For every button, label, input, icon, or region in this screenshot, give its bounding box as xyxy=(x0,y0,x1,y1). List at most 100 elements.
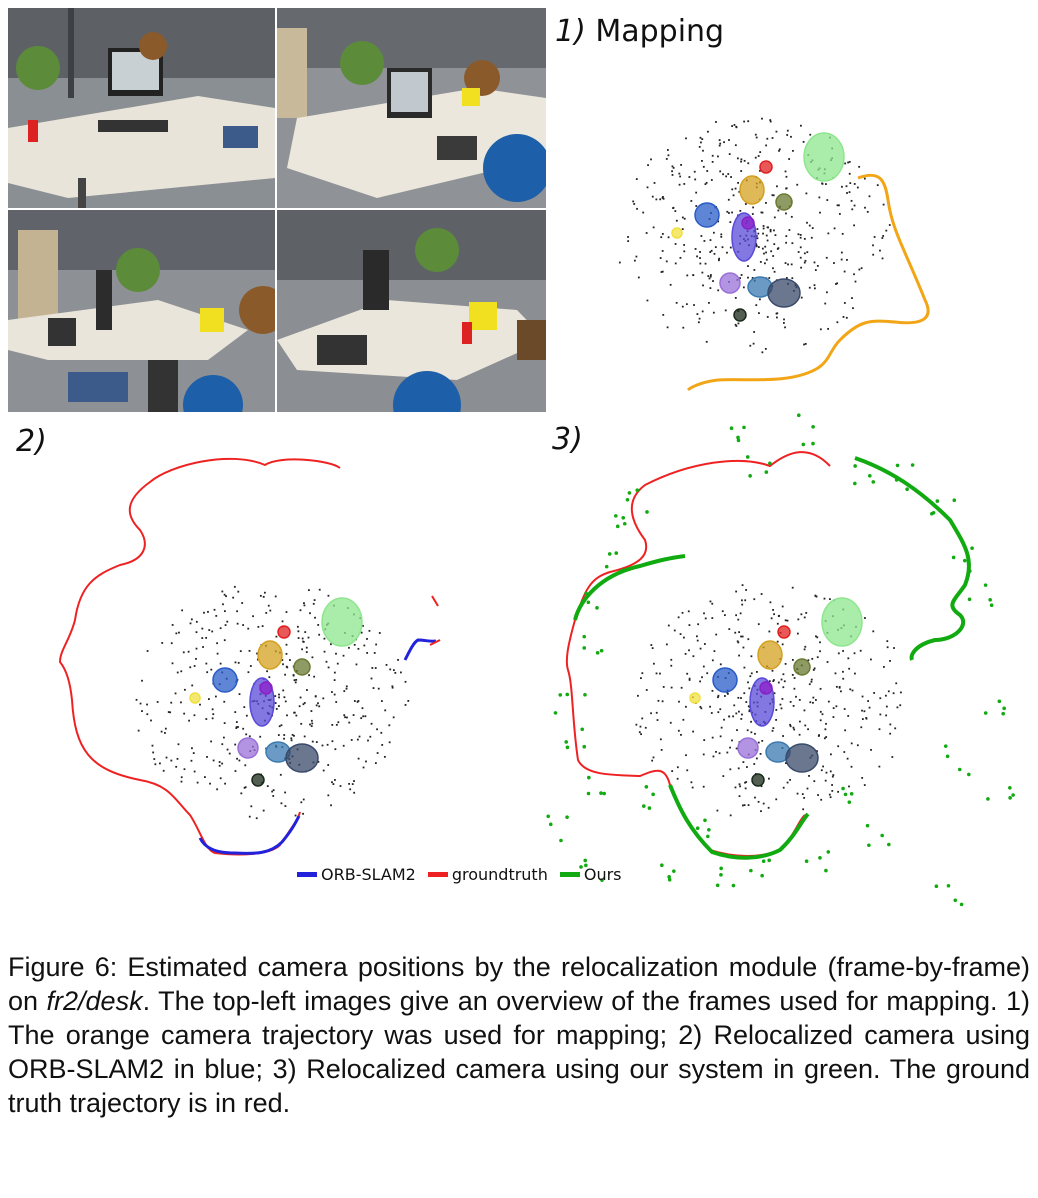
map-point xyxy=(178,631,180,634)
map-point xyxy=(283,696,286,699)
map-point xyxy=(380,700,383,702)
map-point xyxy=(285,652,288,655)
map-point xyxy=(696,635,698,638)
map-point xyxy=(671,174,674,176)
map-point xyxy=(339,785,342,787)
map-point xyxy=(303,604,306,607)
ours-point xyxy=(582,634,587,639)
map-point xyxy=(335,652,337,655)
map-point xyxy=(710,712,713,714)
ours-point xyxy=(853,481,857,486)
map-point xyxy=(786,129,789,132)
map-point xyxy=(727,173,730,175)
ours-point xyxy=(952,498,957,502)
map-point xyxy=(745,701,748,703)
map-point xyxy=(734,631,737,634)
map-point xyxy=(769,601,772,604)
map-point xyxy=(295,678,298,681)
blue-ellipsoid xyxy=(712,667,738,693)
map-point xyxy=(234,770,237,772)
map-point xyxy=(202,646,204,648)
map-point xyxy=(318,705,321,708)
lemon-ellipsoid xyxy=(671,227,683,239)
map-point xyxy=(203,776,206,778)
map-point xyxy=(822,765,825,768)
map-point xyxy=(759,169,761,172)
map-point xyxy=(223,593,226,596)
ours-point xyxy=(849,791,854,796)
map-point xyxy=(688,176,691,178)
map-point xyxy=(726,751,729,754)
map-point xyxy=(785,175,788,178)
map-point xyxy=(661,270,664,273)
map-point xyxy=(199,703,201,706)
map-point xyxy=(781,698,784,700)
map-point xyxy=(653,182,656,184)
map-point xyxy=(759,261,762,263)
map-point xyxy=(764,347,767,350)
map-point xyxy=(776,622,779,625)
orbslam2-fragment-panel-2 xyxy=(403,638,437,661)
map-point xyxy=(369,735,372,738)
map-point xyxy=(690,781,693,784)
map-point xyxy=(323,637,326,640)
map-point xyxy=(891,756,894,758)
map-point xyxy=(313,675,316,678)
map-point xyxy=(810,680,813,683)
map-point xyxy=(828,793,831,796)
map-point xyxy=(799,234,802,236)
map-point xyxy=(791,586,794,589)
map-point xyxy=(737,641,740,644)
map-point xyxy=(889,732,892,735)
map-point xyxy=(769,119,772,121)
map-point xyxy=(791,242,794,245)
map-point xyxy=(700,141,702,144)
map-point xyxy=(826,199,829,201)
map-point xyxy=(739,785,742,788)
map-point xyxy=(248,735,251,738)
map-point xyxy=(261,625,264,628)
map-point xyxy=(208,698,210,700)
map-point xyxy=(762,225,765,227)
map-point xyxy=(738,654,740,657)
map-point xyxy=(717,696,719,699)
map-point xyxy=(773,270,776,273)
map-point xyxy=(692,655,695,658)
ours-point xyxy=(986,797,990,801)
map-point xyxy=(848,191,851,194)
map-point xyxy=(284,805,287,807)
map-point xyxy=(146,713,149,716)
map-point xyxy=(782,786,785,789)
map-point xyxy=(785,277,788,279)
map-point xyxy=(858,268,861,271)
map-point xyxy=(778,148,781,151)
map-point xyxy=(792,726,795,729)
map-point xyxy=(317,624,320,626)
map-point xyxy=(813,284,816,287)
map-point xyxy=(784,326,786,329)
map-point xyxy=(302,812,305,815)
map-point xyxy=(755,304,758,307)
frame-photo-2 xyxy=(277,8,546,208)
map-point xyxy=(750,655,753,658)
map-point xyxy=(696,255,698,258)
map-point xyxy=(848,785,850,788)
map-point xyxy=(685,137,687,140)
map-point xyxy=(722,173,724,176)
map-point xyxy=(745,781,748,783)
map-point xyxy=(275,708,278,710)
map-point xyxy=(666,149,669,151)
map-point xyxy=(747,120,750,123)
map-point xyxy=(850,199,853,202)
map-point xyxy=(327,764,330,766)
map-point xyxy=(770,617,773,620)
map-point xyxy=(678,183,681,186)
ours-point xyxy=(871,480,876,484)
map-point xyxy=(635,723,638,726)
map-point xyxy=(886,646,889,649)
legend-swatch-ours xyxy=(559,871,580,877)
magenta-ellipsoid xyxy=(741,216,755,230)
map-point xyxy=(278,696,280,699)
map-point xyxy=(637,694,639,697)
map-point xyxy=(323,650,326,653)
